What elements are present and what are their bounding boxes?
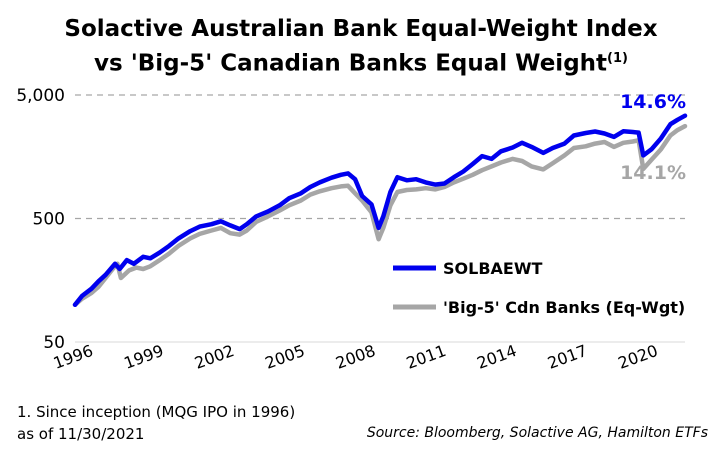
x-tick-label: 1999 — [121, 341, 166, 373]
y-tick-label: 5,000 — [16, 86, 65, 106]
legend-label: 'Big-5' Cdn Banks (Eq-Wgt) — [443, 298, 685, 317]
x-tick-label: 2008 — [333, 341, 378, 373]
legend-label: SOLBAEWT — [443, 259, 542, 278]
series-end-labels: 14.6% 14.1% — [620, 91, 686, 184]
y-tick-label: 500 — [33, 210, 65, 230]
footnote-line-1: 1. Since inception (MQG IPO in 1996) — [17, 403, 296, 421]
x-tick-labels: 1996 1999 2002 2005 2008 2011 2014 2017 2020 — [51, 341, 661, 373]
x-tick-label: 2011 — [404, 341, 449, 373]
title-superscript: (1) — [607, 51, 628, 66]
footnote-line-2: as of 11/30/2021 — [17, 425, 145, 443]
end-label-solbaewt: 14.6% — [620, 91, 686, 113]
source-note: Source: Bloomberg, Solactive AG, Hamilto… — [366, 425, 708, 441]
series-line-solbaewt — [72, 113, 688, 308]
y-tick-label: 50 — [43, 333, 65, 353]
series-lines — [72, 113, 688, 308]
x-tick-label: 2017 — [545, 341, 590, 373]
series-line-big5-cdn-banks — [72, 123, 688, 308]
chart-title: Solactive Australian Bank Equal-Weight I… — [0, 14, 722, 79]
x-tick-label: 2005 — [263, 341, 308, 373]
title-line-2-text: vs 'Big-5' Canadian Banks Equal Weight — [94, 50, 608, 77]
y-tick-labels: 50 500 5,000 — [16, 86, 65, 353]
title-line-2: vs 'Big-5' Canadian Banks Equal Weight(1… — [0, 44, 722, 79]
end-label-big5-cdn-banks: 14.1% — [620, 162, 686, 184]
legend: SOLBAEWT 'Big-5' Cdn Banks (Eq-Wgt) — [393, 259, 685, 317]
gridlines — [75, 94, 685, 220]
x-tick-label: 2014 — [474, 341, 519, 373]
title-line-1: Solactive Australian Bank Equal-Weight I… — [64, 16, 658, 42]
x-tick-label: 2002 — [192, 341, 237, 373]
x-tick-label: 2020 — [616, 341, 661, 373]
